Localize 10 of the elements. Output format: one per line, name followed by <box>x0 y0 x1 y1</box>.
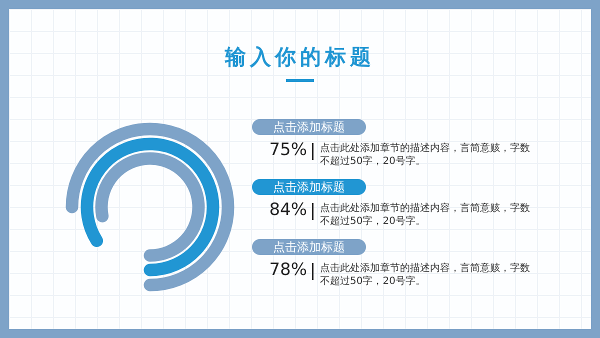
text: 点击此处添加章节的描述内容，言简意赅，字数不超过50字，20号字。 <box>320 202 531 228</box>
data-label: 84% <box>268 200 307 220</box>
text: 输入你的标题 <box>224 44 376 71</box>
text: 点击此处添加章节的描述内容，言简意赅，字数不超过50字，20号字。 <box>320 262 531 288</box>
data-label: 78% <box>268 260 307 280</box>
text: 点击此处添加章节的描述内容，言简意赅，字数不超过50字，20号字。 <box>320 142 531 168</box>
category-label: 点击添加标题 <box>252 239 366 255</box>
category-label: 点击添加标题 <box>252 179 366 195</box>
data-label: 75% <box>268 140 307 160</box>
category-label: 点击添加标题 <box>252 119 366 135</box>
